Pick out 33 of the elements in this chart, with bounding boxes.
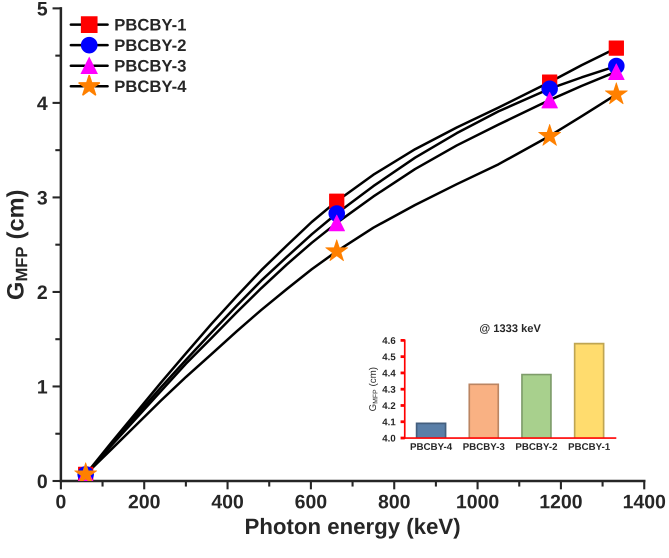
y-tick-label: 4: [37, 96, 48, 110]
y-axis-title: G$_{MFP}$ (cm): [368, 368, 378, 411]
legend-label: PBCBY-2: [115, 39, 186, 52]
y-tick-label: 4.3: [382, 386, 396, 393]
y-tick-label: 4.5: [382, 353, 396, 360]
x-tick-label: 400: [212, 494, 243, 508]
chart-title: @ 1333 keV: [480, 324, 541, 334]
x-tick-label: 0: [56, 494, 66, 508]
legend-label: PBCBY-3: [115, 60, 186, 72]
y-tick-label: 1: [38, 380, 48, 394]
x-tick-label: 1200: [540, 494, 582, 508]
x-tick-label: 1000: [457, 494, 498, 508]
y-tick-label: 4.4: [382, 370, 396, 376]
x-tick-label: 1400: [624, 494, 666, 508]
x-tick-label: PBCBY-4: [410, 443, 452, 450]
x-tick-label: 200: [128, 494, 160, 508]
x-axis-title: Photon energy (keV): [246, 518, 460, 539]
y-axis-title: G$_{MFP}$ (cm): [6, 190, 28, 300]
legend-label: PBCBY-1: [115, 18, 186, 31]
x-tick-label: PBCBY-2: [516, 443, 558, 450]
legend-label: PBCBY-4: [115, 80, 186, 92]
y-tick-label: 4.0: [382, 434, 396, 442]
y-tick-label: 2: [38, 285, 47, 299]
y-tick-label: 0: [38, 474, 47, 488]
x-tick-label: 800: [378, 494, 410, 508]
y-tick-label: 3: [37, 190, 47, 205]
y-tick-label: 4.1: [382, 418, 396, 426]
y-tick-label: 5: [37, 2, 48, 16]
x-tick-label: PBCBY-3: [463, 443, 504, 450]
x-tick-label: 600: [295, 494, 326, 508]
y-tick-label: 4.2: [382, 402, 396, 410]
y-tick-label: 4.6: [382, 337, 396, 344]
x-tick-label: PBCBY-1: [568, 443, 610, 450]
